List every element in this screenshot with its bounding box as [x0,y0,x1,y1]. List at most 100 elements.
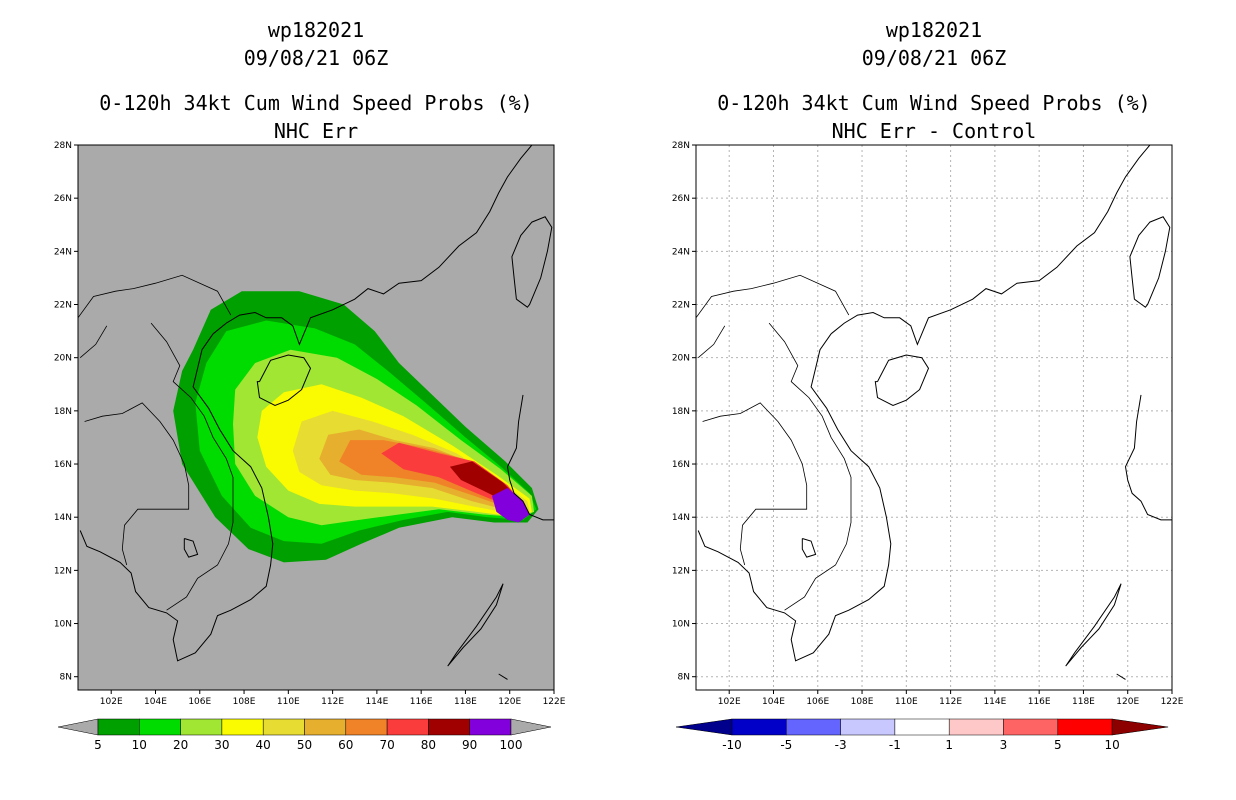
left-coastline [506,394,554,521]
right-country-border [702,402,808,566]
right-lon-tick-label: 110E [895,697,918,707]
right-map-panel: 28N 26N 24N 22N 20N 18N 16N 14N 12N 10N 8N 102E 104E… [672,141,1184,707]
left-colorbar-swatch [262,718,305,736]
left-colorbar-label: 20 [173,738,188,752]
left-map-content [78,145,554,680]
right-lat-tick-label: 14N [672,513,690,523]
left-lon-tick-label: 114E [365,697,388,707]
right-lat-tick-label: 22N [672,301,690,311]
right-colorbar-label: 1 [945,738,953,752]
left-coastline [183,538,199,558]
right-colorbar-arrow-high [1111,718,1169,736]
right-lat-tick-label: 26N [672,194,690,204]
right-lat-tick-label: 20N [672,354,690,364]
right-map-frame [695,144,1173,691]
right-map-content [696,145,1172,690]
left-lon-tick-label: 116E [410,697,433,707]
left-colorbar-label: 50 [297,738,312,752]
left-colorbar-swatch [97,718,140,736]
right-lat-tick-label: 28N [672,141,690,151]
left-lat-tick-label: 8N [60,673,72,683]
right-lon-tick-label: 120E [1116,697,1139,707]
left-colorbar-swatch [386,718,429,736]
right-coastline [830,145,1151,346]
left-lon-tick-label: 104E [144,697,167,707]
left-lon-tick-label: 120E [498,697,521,707]
left-lat-tick-label: 28N [54,141,72,151]
left-lat-tick-label: 14N [54,513,72,523]
right-lon-tick-label: 106E [806,697,829,707]
right-colorbar-arrow-low [675,718,733,736]
right-coastline [801,538,817,558]
left-colorbar-label: 70 [379,738,394,752]
left-country-border [78,274,232,319]
left-lon-tick-label: 108E [233,697,256,707]
right-map-background [696,145,1172,690]
left-lon-tick-label: 110E [277,697,300,707]
left-lon-tick-label: 122E [543,697,566,707]
left-lat-tick-label: 18N [54,407,72,417]
left-coastline [79,333,274,662]
left-colorbar-swatch [428,718,470,736]
left-lon-tick-label: 118E [454,697,477,707]
right-storm-id: wp182021 [885,18,983,42]
right-lon-tick-label: 104E [762,697,785,707]
right-lat-tick-label: 16N [672,460,690,470]
left-storm-id: wp182021 [267,18,365,42]
left-lon-tick-label: 112E [321,697,344,707]
right-colorbar: -10 -5 -3 -1 1 3 5 10 [675,718,1169,752]
left-colorbar-swatch [180,718,223,736]
right-colorbar-swatch [786,718,841,736]
left-lat-tick-label: 12N [54,566,72,576]
left-lat-tick-label: 22N [54,301,72,311]
left-lon-tick-label: 102E [100,697,123,707]
right-colorbar-label: 3 [1000,738,1008,752]
left-colorbar-label: 80 [421,738,436,752]
left-colorbar-swatch [469,718,512,736]
left-lat-tick-label: 24N [54,247,72,257]
left-subtitle: NHC Err [273,119,359,143]
left-colorbar-label: 60 [338,738,353,752]
left-colorbar-arrow-high [510,718,552,736]
right-coastline [1116,673,1126,680]
left-colorbar: 5 10 20 30 40 50 60 70 80 90 100 [57,718,552,752]
right-lon-tick-label: 118E [1072,697,1095,707]
left-colorbar-label: 5 [94,738,102,752]
right-coastline [1129,216,1171,308]
left-lat-tick-label: 20N [54,354,72,364]
right-colorbar-swatch [948,718,1004,736]
right-lat-tick-label: 10N [672,620,690,630]
right-colorbar-label: -10 [722,738,742,752]
right-lat-tick-label: 18N [672,407,690,417]
left-coastline [212,145,533,346]
left-colorbar-label: 40 [256,738,271,752]
left-colorbar-label: 10 [132,738,147,752]
left-lon-tick-label: 106E [188,697,211,707]
right-colorbar-label: -3 [835,738,847,752]
right-colorbar-swatch [1057,718,1113,736]
right-lat-tick-label: 8N [678,673,690,683]
left-coastline [511,216,553,308]
left-map-panel: 28N 26N 24N 22N 20N 18N 16N 14N 12N 10N 8N 102E 104E… [54,141,566,707]
left-colorbar-label: 30 [214,738,229,752]
left-coastline [256,354,312,407]
probability-contour-90 [492,488,530,523]
left-product-title: 0-120h 34kt Cum Wind Speed Probs (%) [99,91,533,115]
right-colorbar-swatch [840,718,896,736]
right-coastline [1065,583,1122,667]
right-country-border [697,325,726,359]
right-product-title: 0-120h 34kt Cum Wind Speed Probs (%) [717,91,1151,115]
left-colorbar-label: 90 [462,738,477,752]
right-colorbar-swatch [731,718,787,736]
right-datetime: 09/08/21 06Z [861,46,1007,70]
left-map-frame [77,144,555,691]
right-colorbar-label: -5 [780,738,792,752]
right-lon-tick-label: 108E [851,697,874,707]
right-colorbar-label: -1 [889,738,901,752]
right-lat-tick-label: 12N [672,566,690,576]
right-colorbar-swatch [894,718,950,736]
right-coastline [1124,394,1172,521]
left-colorbar-swatch [304,718,347,736]
left-datetime: 09/08/21 06Z [243,46,389,70]
